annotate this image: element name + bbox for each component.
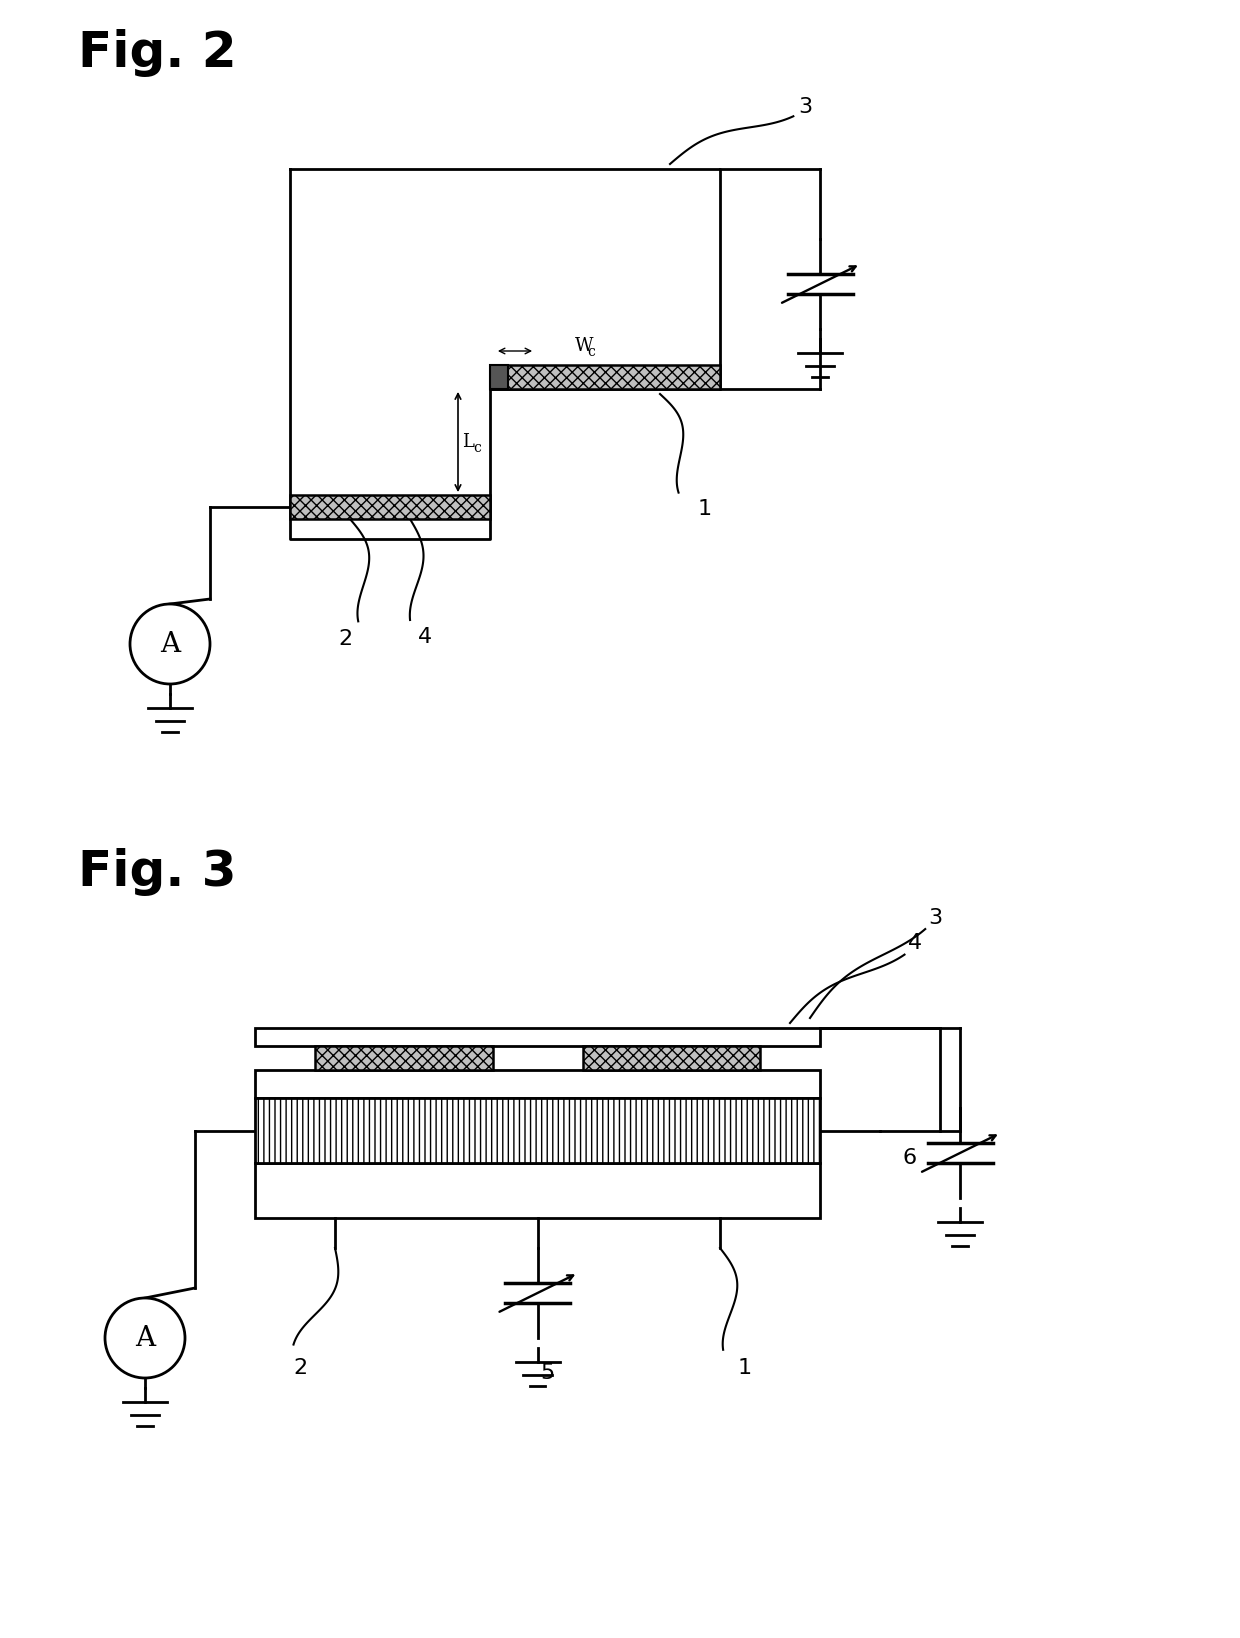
Text: 5: 5 — [541, 1363, 554, 1382]
Text: 3: 3 — [799, 97, 812, 116]
Text: 6: 6 — [903, 1148, 918, 1168]
Text: 2: 2 — [339, 629, 352, 649]
Text: Fig. 3: Fig. 3 — [78, 848, 237, 896]
Text: c: c — [472, 441, 481, 455]
Text: A: A — [135, 1325, 155, 1351]
Text: 3: 3 — [928, 907, 942, 929]
Bar — [255, 1163, 820, 1219]
Text: 4: 4 — [908, 934, 923, 953]
Text: 1: 1 — [738, 1358, 753, 1378]
Bar — [255, 1029, 820, 1047]
Text: L: L — [463, 432, 474, 450]
Bar — [255, 1070, 820, 1097]
Bar — [290, 495, 490, 519]
Bar — [490, 365, 720, 388]
Text: W: W — [575, 337, 594, 355]
Circle shape — [105, 1297, 185, 1378]
Text: 2: 2 — [293, 1358, 308, 1378]
Text: Fig. 2: Fig. 2 — [78, 29, 237, 77]
Circle shape — [130, 604, 210, 685]
Text: 4: 4 — [418, 627, 432, 647]
Bar — [255, 1097, 820, 1163]
Bar — [315, 1047, 492, 1070]
Text: 1: 1 — [698, 500, 712, 519]
Bar — [490, 365, 508, 388]
Text: A: A — [160, 631, 180, 657]
Bar — [583, 1047, 760, 1070]
Text: c: c — [587, 346, 595, 359]
